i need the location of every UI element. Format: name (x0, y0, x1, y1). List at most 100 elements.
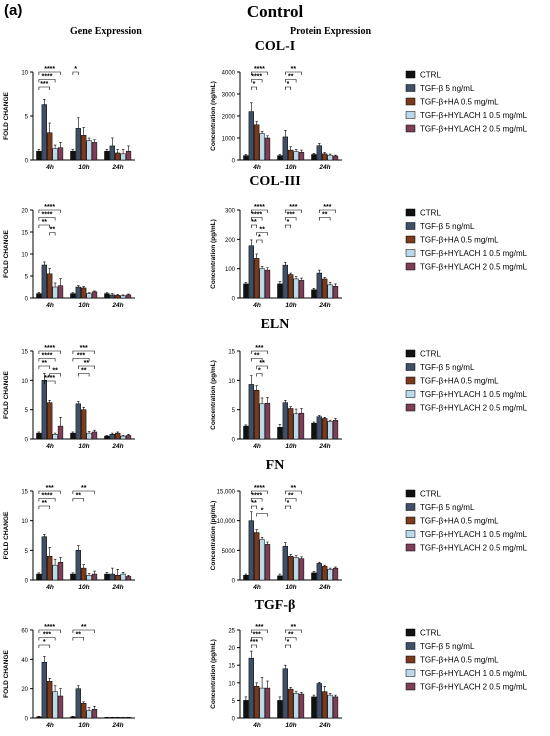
bar (327, 154, 333, 161)
significance-label: ** (42, 500, 48, 507)
x-tick-label: 4h (252, 443, 261, 450)
y-axis-label: Concentration (pg/mL) (210, 219, 217, 289)
bar (282, 545, 288, 581)
bar (288, 149, 294, 161)
significance-bracket (38, 358, 56, 362)
significance-bracket (251, 629, 268, 633)
bar (125, 294, 132, 299)
bar (282, 264, 288, 299)
significance-bracket (38, 86, 51, 90)
bar (322, 418, 328, 440)
significance-bracket (72, 490, 95, 494)
significance-bracket (38, 224, 51, 228)
bar (327, 694, 333, 719)
significance-label: **** (44, 345, 55, 352)
bar (81, 703, 87, 719)
y-tick-label: 0 (232, 579, 236, 585)
bar (293, 693, 299, 719)
y-tick-label: 15 (21, 231, 28, 237)
bar (248, 245, 254, 299)
bar (86, 293, 92, 299)
legend-swatch (405, 376, 416, 385)
x-tick-label: 24h (111, 443, 123, 450)
bar (322, 691, 328, 719)
y-tick-label: 5 (25, 408, 29, 414)
y-tick-label: 5 (232, 699, 236, 705)
significance-label: **** (251, 493, 262, 500)
significance-bracket (256, 239, 263, 243)
row-title-tgfb: TGF-β (254, 598, 296, 613)
bar (115, 152, 121, 161)
legend-entry: CTRL (420, 350, 441, 359)
significance-bracket (284, 644, 292, 648)
bar (104, 293, 110, 299)
significance-bracket (251, 217, 263, 221)
bar (322, 566, 328, 581)
y-tick-label: 0 (25, 717, 29, 723)
significance-bracket (284, 637, 297, 641)
legend-entry: TGF-β 5 ng/mL (420, 642, 475, 651)
significance-bracket (38, 498, 56, 502)
chart-tgf-protein: 0 5 10 15 20 25 Concentration (pg/mL) 4h 10h 24h *… (210, 624, 528, 729)
bar (120, 435, 126, 440)
bar (254, 258, 260, 299)
legend-entry: TGF-β+HYLACH 2 0.5 mg/mL (420, 404, 528, 413)
significance-bracket (38, 350, 61, 354)
significance-bracket (284, 629, 302, 633)
significance-bracket (251, 71, 268, 75)
x-tick-label: 4h (45, 722, 54, 729)
significance-label: *** (40, 81, 48, 88)
legend-swatch (405, 530, 416, 538)
significance-label: ** (52, 368, 58, 375)
legend-swatch (405, 363, 416, 371)
bar (115, 575, 121, 581)
bar (322, 278, 328, 299)
x-tick-label: 10h (78, 584, 89, 591)
bar (298, 693, 305, 719)
significance-bracket (38, 505, 51, 509)
legend-swatch (405, 628, 416, 637)
y-tick-label: 25 (228, 629, 235, 635)
y-axis-label: FOLD CHANGE (3, 92, 10, 140)
bar (52, 148, 58, 161)
bar (86, 432, 92, 440)
bar (311, 696, 317, 719)
significance-label: *** (287, 212, 295, 219)
bar (259, 539, 265, 581)
significance-bracket (284, 86, 292, 90)
x-tick-label: 4h (45, 164, 54, 171)
bar (264, 269, 271, 299)
legend-entry: TGF-β 5 ng/mL (420, 363, 475, 372)
significance-label: ** (251, 219, 257, 226)
significance-label: **** (42, 74, 53, 81)
bar (327, 284, 333, 299)
bar (70, 432, 76, 440)
x-tick-label: 4h (252, 164, 261, 171)
x-tick-label: 10h (285, 164, 296, 171)
y-tick-label: 10 (21, 519, 28, 525)
significance-label: * (287, 500, 290, 507)
significance-label: ** (322, 212, 328, 219)
chart-col-i-protein: 0 1000 2000 3000 4000 Concentration (ng/mL) 4h… (210, 66, 528, 171)
chart-col-iii-protein: 0 100 200 300 Concentration (pg/mL) 4h 10h 24h *… (210, 204, 528, 309)
significance-bracket (78, 373, 90, 377)
bar (243, 575, 249, 581)
y-tick-label: 5000 (222, 549, 236, 555)
bar (120, 573, 126, 581)
y-axis-label: Concentration (pg/mL) (210, 501, 217, 571)
significance-bracket (38, 217, 56, 221)
bar (91, 431, 98, 440)
bar (41, 104, 47, 161)
bar (75, 286, 81, 299)
bar (248, 657, 254, 719)
legend-entry: TGF-β+HA 0.5 mg/mL (420, 236, 499, 245)
significance-bracket (251, 637, 263, 641)
x-tick-label: 24h (111, 164, 123, 171)
bar (109, 573, 115, 581)
significance-bracket (38, 490, 61, 494)
bar (298, 558, 305, 581)
significance-bracket (256, 232, 268, 236)
y-tick-label: 10 (228, 379, 235, 385)
bar (125, 576, 132, 581)
